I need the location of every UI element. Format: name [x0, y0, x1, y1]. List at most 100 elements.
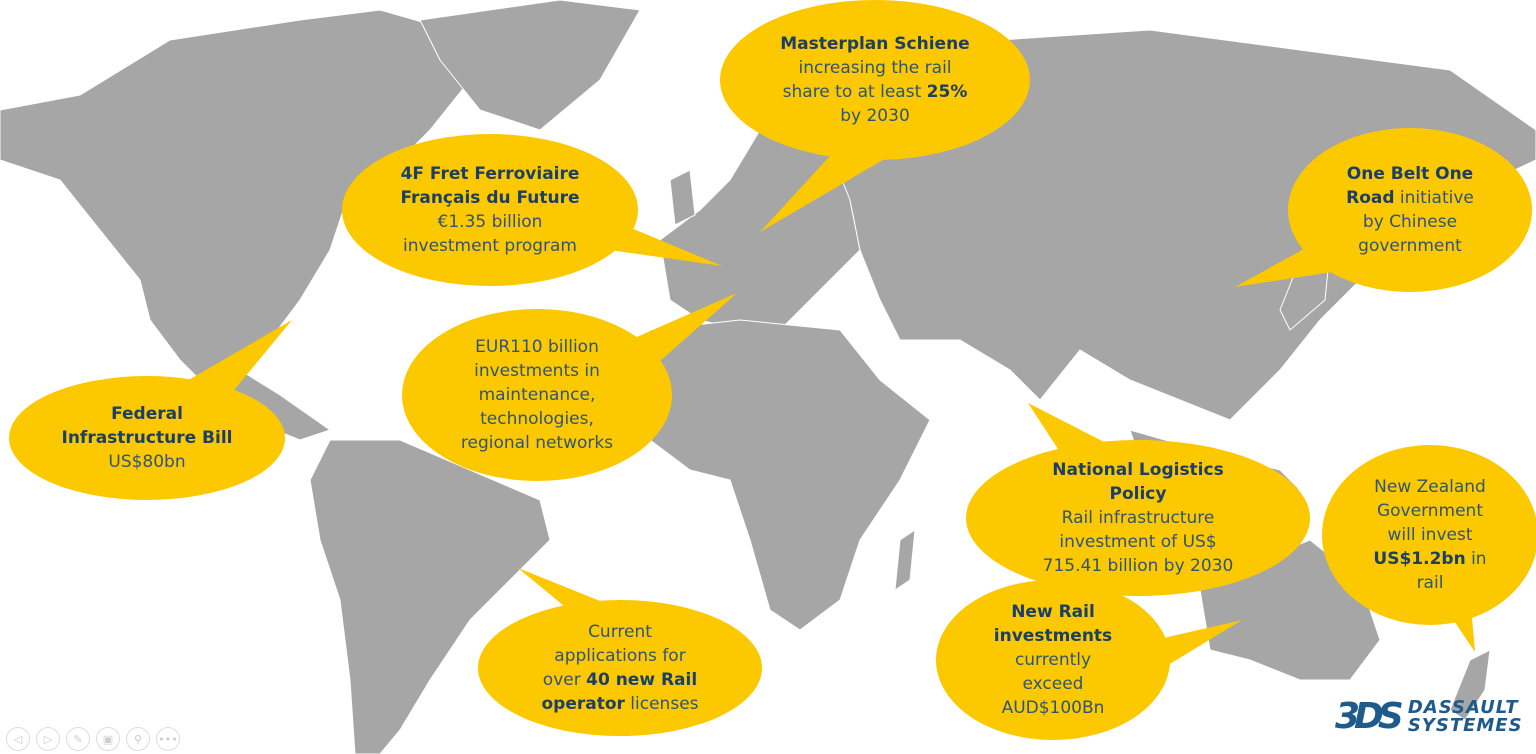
- callout-line: by Chinese: [1363, 210, 1457, 234]
- callout-text: government: [1358, 236, 1462, 256]
- pen-icon[interactable]: ✎: [66, 727, 90, 751]
- madagascar: [894, 528, 916, 592]
- callout-line: by 2030: [840, 104, 910, 128]
- africa: [639, 319, 931, 631]
- callout-line: 715.41 billion by 2030: [1043, 554, 1234, 578]
- callout-highlight: Policy: [1109, 484, 1167, 504]
- callout-text: investments in: [474, 361, 600, 381]
- callout-4f-fret: 4F Fret Ferroviaire Français du Future €1.…: [342, 134, 638, 286]
- new-zealand: [1449, 649, 1491, 721]
- callout-highlight: operator: [541, 694, 625, 714]
- callout-text: by Chinese: [1362, 212, 1458, 232]
- callout-line: €1.35 billion: [438, 210, 543, 234]
- previous-icon[interactable]: ◁: [6, 727, 30, 751]
- callout-line: New Rail: [1011, 600, 1095, 624]
- zoom-icon[interactable]: ⚲: [126, 727, 150, 751]
- callout-highlight: investments: [993, 626, 1113, 646]
- callout-highlight: New Rail: [1011, 602, 1095, 622]
- callout-highlight: 40 new Rail: [586, 670, 698, 690]
- callout-text: over: [542, 670, 587, 690]
- callout-line: US$1.2bn in: [1373, 547, 1486, 571]
- callout-highlight: 25%: [926, 82, 968, 102]
- more-icon[interactable]: •••: [156, 727, 180, 751]
- callout-highlight: 4F Fret Ferroviaire: [400, 164, 580, 184]
- callout-text: regional networks: [460, 433, 614, 453]
- callout-text: in: [1465, 549, 1487, 569]
- tail-national-logistics: [1028, 403, 1110, 452]
- callout-text: New Zealand: [1374, 477, 1486, 497]
- callout-text: by 2030: [840, 106, 910, 126]
- next-icon[interactable]: ▷: [36, 727, 60, 751]
- logo-line1: DASSAULT: [1407, 696, 1519, 718]
- logo-line2: SYSTEMES: [1407, 714, 1523, 736]
- callout-text: €1.35 billion: [437, 212, 543, 232]
- callout-line: investments: [994, 624, 1112, 648]
- callout-text: currently: [1014, 650, 1092, 670]
- bubble-shape-federal-infrastructure: [9, 376, 285, 500]
- callout-line: Current: [588, 620, 652, 644]
- uk: [669, 169, 696, 226]
- bubble-shape-new-zealand: [1322, 445, 1536, 625]
- callout-line: rail: [1417, 571, 1444, 595]
- callout-highlight: One Belt One: [1346, 164, 1474, 184]
- callout-text: Rail infrastructure: [1061, 508, 1215, 528]
- callout-line: 4F Fret Ferroviaire: [401, 162, 580, 186]
- callout-text: maintenance,: [478, 385, 596, 405]
- callout-text: EUR110 billion: [475, 337, 599, 357]
- dassault-systemes-logo: 3DS DASSAULT SYSTEMES: [1335, 696, 1523, 737]
- logo-mark: 3DS: [1335, 696, 1404, 737]
- callout-line: Français du Future: [400, 186, 579, 210]
- callout-masterplan-schiene: Masterplan Schiene increasing the rail sha…: [720, 0, 1030, 160]
- callout-line: applications for: [554, 644, 685, 668]
- callout-text: will invest: [1387, 525, 1473, 545]
- callout-line: New Zealand: [1374, 475, 1486, 499]
- callout-line: share to at least 25%: [783, 80, 968, 104]
- callout-text: share to at least: [782, 82, 927, 102]
- bubble-shape-masterplan-schiene: [720, 0, 1030, 160]
- callout-line: Road initiative: [1346, 186, 1474, 210]
- callout-highlight: Masterplan Schiene: [780, 34, 970, 54]
- callout-text: rail: [1416, 573, 1444, 593]
- callout-line: National Logistics: [1052, 458, 1223, 482]
- callout-line: currently: [1015, 648, 1091, 672]
- asia: [829, 29, 1536, 421]
- callout-highlight: US$1.2bn: [1373, 549, 1466, 569]
- slides-icon[interactable]: ▣: [96, 727, 120, 751]
- callout-line: AUD$100Bn: [1002, 696, 1105, 720]
- callout-text: Government: [1376, 501, 1484, 521]
- callout-text: investment program: [403, 236, 577, 256]
- callout-highlight: National Logistics: [1052, 460, 1224, 480]
- callout-federal-infrastructure: Federal Infrastructure Bill US$80bn: [9, 376, 285, 500]
- callout-text: exceed: [1022, 674, 1084, 694]
- callout-line: maintenance,: [479, 383, 596, 407]
- callout-line: Masterplan Schiene: [780, 32, 969, 56]
- callout-text: investment of US$: [1059, 532, 1217, 552]
- tail-masterplan: [760, 145, 900, 232]
- callout-line: US$80bn: [108, 450, 185, 474]
- callout-highlight: Federal: [111, 404, 183, 424]
- callout-highlight: Français du Future: [400, 188, 580, 208]
- callout-line: exceed: [1023, 672, 1084, 696]
- callout-line: will invest: [1387, 523, 1472, 547]
- callout-new-rail-investments: New Rail investments currently exceed AUD$10…: [936, 580, 1170, 740]
- callout-text: Current: [588, 622, 652, 642]
- tail-eur110: [630, 293, 737, 370]
- callout-highlight: Road: [1346, 188, 1395, 208]
- bubble-shape-national-logistics: [966, 440, 1310, 596]
- callout-text: technologies,: [480, 409, 594, 429]
- callout-line: investment program: [403, 234, 577, 258]
- greenland: [419, 0, 641, 131]
- bubble-shape-eur110: [402, 309, 672, 481]
- callout-current-applications: Current applications for over 40 new Rail o…: [478, 600, 762, 736]
- callout-line: Rail infrastructure: [1062, 506, 1215, 530]
- callout-line: increasing the rail: [798, 56, 951, 80]
- callout-highlight: Infrastructure Bill: [61, 428, 233, 448]
- callout-text: AUD$100Bn: [1001, 698, 1105, 718]
- callout-text: 715.41 billion by 2030: [1042, 556, 1234, 576]
- callout-one-belt-one-road: One Belt One Road initiative by Chinese gov…: [1288, 128, 1532, 292]
- callout-line: regional networks: [461, 431, 613, 455]
- callout-text: applications for: [554, 646, 686, 666]
- callout-text: US$80bn: [108, 452, 186, 472]
